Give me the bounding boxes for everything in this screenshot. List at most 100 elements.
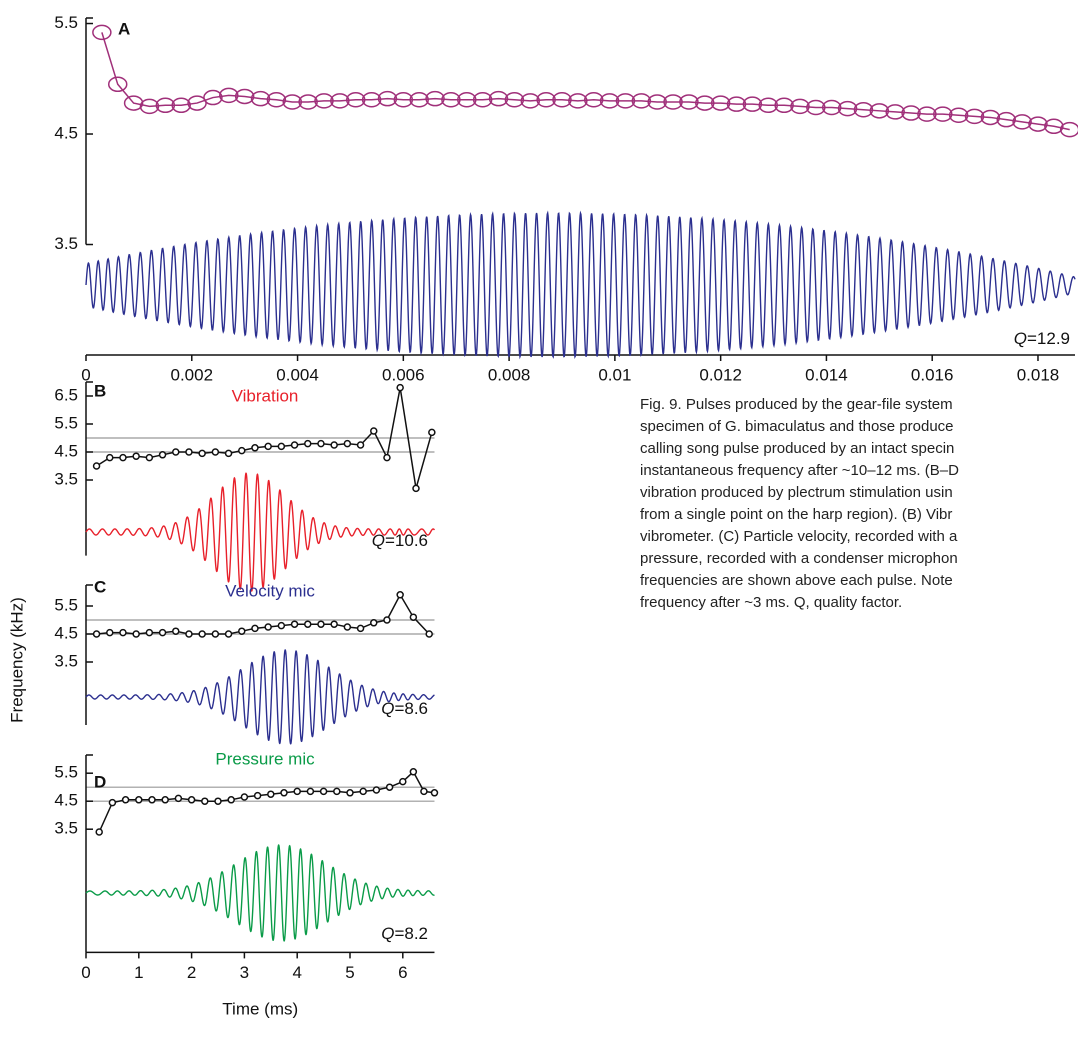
quality-factor: Q=12.9 <box>1014 329 1070 348</box>
frequency-point <box>343 623 352 631</box>
frequency-point <box>306 787 315 796</box>
frequency-point <box>330 620 338 628</box>
frequency-point <box>304 620 312 628</box>
frequency-point <box>441 92 461 108</box>
frequency-point <box>1028 116 1048 132</box>
frequency-point <box>343 439 352 448</box>
frequency-point <box>742 96 763 112</box>
frequency-point <box>106 453 114 462</box>
x-tick-label: 3 <box>240 963 249 982</box>
frequency-point <box>821 99 842 116</box>
frequency-point <box>837 100 858 117</box>
frequency-point <box>172 627 180 635</box>
x-tick-label: 0.012 <box>699 365 742 384</box>
frequency-point <box>948 107 969 123</box>
frequency-point <box>345 92 366 108</box>
y-tick-label: 4.5 <box>54 791 78 810</box>
x-tick-label: 6 <box>398 963 407 982</box>
frequency-point <box>319 787 328 796</box>
frequency-point <box>383 453 391 462</box>
panel-letter: A <box>118 19 130 38</box>
quality-factor: Q=8.2 <box>381 924 428 943</box>
frequency-point <box>174 794 183 803</box>
y-axis-label: Frequency (kHz) <box>7 597 26 723</box>
frequency-point <box>119 453 127 462</box>
frequency-point <box>135 796 143 804</box>
frequency-point <box>238 446 246 455</box>
frequency-point <box>1059 121 1078 138</box>
frequency-point <box>187 95 207 111</box>
frequency-point <box>253 791 262 800</box>
frequency-point <box>710 95 731 111</box>
frequency-point <box>758 97 779 114</box>
x-tick-label: 0.01 <box>598 365 631 384</box>
y-tick-label: 4.5 <box>54 623 78 642</box>
frequency-point <box>393 92 414 108</box>
panel-title: Velocity mic <box>225 581 315 600</box>
frequency-point <box>428 428 436 437</box>
frequency-point <box>95 828 103 836</box>
frequency-point <box>224 449 233 458</box>
frequency-point <box>356 624 365 633</box>
x-axis-label: Time (ms) <box>222 999 298 1018</box>
panel-letter: C <box>94 577 106 596</box>
frequency-point <box>155 97 176 114</box>
frequency-point <box>107 76 128 93</box>
x-tick-label: 0.006 <box>382 365 425 384</box>
quality-value: =10.6 <box>385 531 428 550</box>
frequency-point <box>298 94 318 110</box>
caption-line: vibration produced by plectrum stimulati… <box>640 484 953 501</box>
frequency-point <box>106 628 114 637</box>
caption-line: specimen of G. bimaculatus and those pro… <box>640 418 954 435</box>
frequency-point <box>430 789 439 797</box>
frequency-point <box>238 627 246 635</box>
frequency-point <box>330 441 338 449</box>
frequency-point <box>277 621 286 630</box>
frequency-point <box>330 93 350 109</box>
frequency-point <box>277 442 286 451</box>
frequency-point <box>853 101 874 118</box>
frequency-point <box>372 786 381 794</box>
panel-title: Pressure mic <box>215 749 315 768</box>
y-tick-label: 3.5 <box>54 469 78 488</box>
frequency-point <box>917 106 937 122</box>
frequency-point <box>172 448 180 456</box>
frequency-point <box>171 97 191 114</box>
caption-line: from a single point on the harp region).… <box>640 506 952 523</box>
frequency-point <box>964 108 985 125</box>
frequency-line <box>101 32 1070 131</box>
x-tick-label: 0.002 <box>171 365 214 384</box>
frequency-point <box>108 798 117 807</box>
frequency-point <box>583 92 604 108</box>
caption-line: vibrometer. (C) Particle velocity, recor… <box>640 528 958 545</box>
frequency-point <box>119 628 127 637</box>
frequency-point <box>409 613 418 621</box>
quality-value: =8.6 <box>394 699 428 718</box>
frequency-point <box>457 92 477 108</box>
panel-letter: D <box>94 772 106 791</box>
frequency-point <box>536 92 556 108</box>
frequency-point <box>679 94 699 110</box>
frequency-point <box>790 98 810 115</box>
waveform <box>85 844 435 942</box>
frequency-point <box>599 93 620 109</box>
frequency-point <box>132 630 140 638</box>
frequency-point <box>901 105 921 121</box>
frequency-point <box>615 93 636 109</box>
frequency-point <box>280 789 288 797</box>
frequency-point <box>377 90 398 107</box>
quality-symbol: Q <box>372 531 385 550</box>
frequency-point <box>1012 114 1032 130</box>
frequency-point <box>806 99 826 116</box>
y-tick-label: 5.5 <box>54 13 78 32</box>
frequency-point <box>568 93 588 109</box>
frequency-point <box>290 441 299 449</box>
frequency-point <box>314 93 334 109</box>
frequency-point <box>145 453 154 462</box>
quality-symbol: Q <box>381 699 394 718</box>
quality-factor: Q=8.6 <box>381 699 428 718</box>
frequency-point <box>869 103 890 119</box>
frequency-point <box>425 90 445 107</box>
frequency-point <box>647 94 667 110</box>
